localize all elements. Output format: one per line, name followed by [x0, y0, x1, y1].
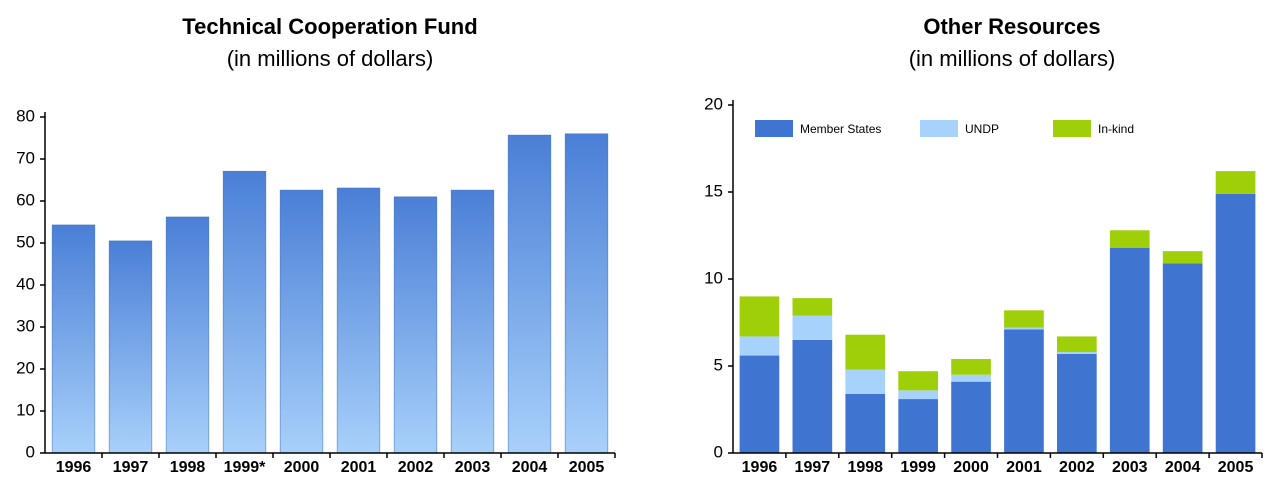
bar-segment: [792, 298, 833, 316]
legend-swatch: [755, 120, 793, 137]
y-tick-label: 0: [714, 442, 723, 461]
bar-segment: [739, 296, 780, 337]
x-tick-label: 2001: [1006, 459, 1042, 476]
bar-segment: [1004, 310, 1044, 328]
y-tick-label: 20: [16, 358, 35, 377]
x-tick-label: 1996: [56, 459, 92, 476]
y-tick-label: 30: [16, 316, 35, 335]
bar-segment: [951, 359, 991, 375]
bar-segment: [1057, 336, 1097, 353]
bar-segment: [1215, 171, 1256, 194]
chart-subtitle: (in millions of dollars): [909, 46, 1116, 71]
y-tick-label: 70: [16, 148, 35, 167]
bar-segment: [1057, 352, 1097, 354]
legend-swatch: [920, 120, 958, 137]
bar-segment: [1162, 251, 1203, 264]
bar-segment: [1162, 263, 1203, 453]
bar: [279, 189, 324, 454]
bar-segment: [1004, 327, 1044, 330]
bar-segment: [1057, 353, 1097, 453]
x-tick-label: 2002: [398, 459, 434, 476]
y-tick-label: 50: [16, 232, 35, 251]
bar: [108, 240, 153, 454]
x-tick-label: 2003: [1112, 459, 1148, 476]
x-tick-label: 2003: [455, 459, 491, 476]
bar-segment: [845, 369, 886, 394]
legend-swatch: [1053, 120, 1091, 137]
legend-label: UNDP: [965, 122, 999, 136]
x-tick-label: 1996: [742, 459, 778, 476]
bar-segment: [792, 315, 833, 340]
x-tick-label: 1998: [170, 459, 206, 476]
bar-segment: [739, 336, 780, 356]
bar-segment: [1215, 193, 1256, 454]
x-tick-label: 1999*: [224, 459, 267, 476]
x-tick-label: 2004: [512, 459, 548, 476]
bar: [51, 224, 96, 454]
bar-segment: [792, 339, 833, 453]
bar-segment: [1004, 329, 1044, 453]
chart-title: Other Resources: [923, 14, 1100, 39]
legend-label: In-kind: [1098, 122, 1134, 136]
y-tick-label: 10: [16, 400, 35, 419]
x-tick-label: 2001: [341, 459, 377, 476]
x-tick-label: 1999: [900, 459, 936, 476]
y-tick-label: 60: [16, 190, 35, 209]
x-tick-label: 2002: [1059, 459, 1095, 476]
x-tick-label: 1998: [847, 459, 883, 476]
bar-segment: [898, 371, 938, 391]
x-tick-label: 2004: [1165, 459, 1201, 476]
x-tick-label: 2000: [284, 459, 320, 476]
bar: [222, 170, 267, 454]
bar-segment: [951, 381, 991, 453]
bar-segment: [845, 334, 886, 370]
legend-label: Member States: [800, 122, 881, 136]
bar-segment: [898, 390, 938, 400]
y-tick-label: 5: [714, 355, 723, 374]
x-tick-label: 1997: [795, 459, 831, 476]
bar-segment: [951, 374, 991, 382]
bar-segment: [845, 393, 886, 453]
y-tick-label: 0: [26, 442, 35, 461]
x-tick-label: 1997: [113, 459, 149, 476]
chart-title: Technical Cooperation Fund: [182, 14, 477, 39]
y-tick-label: 20: [704, 94, 723, 113]
bar-segment: [1109, 247, 1150, 453]
bar: [393, 196, 438, 454]
x-tick-label: 2005: [569, 459, 605, 476]
bar: [450, 189, 495, 454]
bar: [507, 134, 552, 454]
bar: [564, 133, 609, 454]
y-tick-label: 15: [704, 181, 723, 200]
bar-segment: [898, 399, 938, 453]
bar: [165, 216, 210, 454]
bar-segment: [739, 355, 780, 453]
bar-segment: [1109, 230, 1150, 248]
y-tick-label: 80: [16, 106, 35, 125]
y-tick-label: 40: [16, 274, 35, 293]
x-tick-label: 2005: [1218, 459, 1254, 476]
bar: [336, 187, 381, 454]
chart-subtitle: (in millions of dollars): [227, 46, 434, 71]
x-tick-label: 2000: [953, 459, 989, 476]
y-tick-label: 10: [704, 268, 723, 287]
